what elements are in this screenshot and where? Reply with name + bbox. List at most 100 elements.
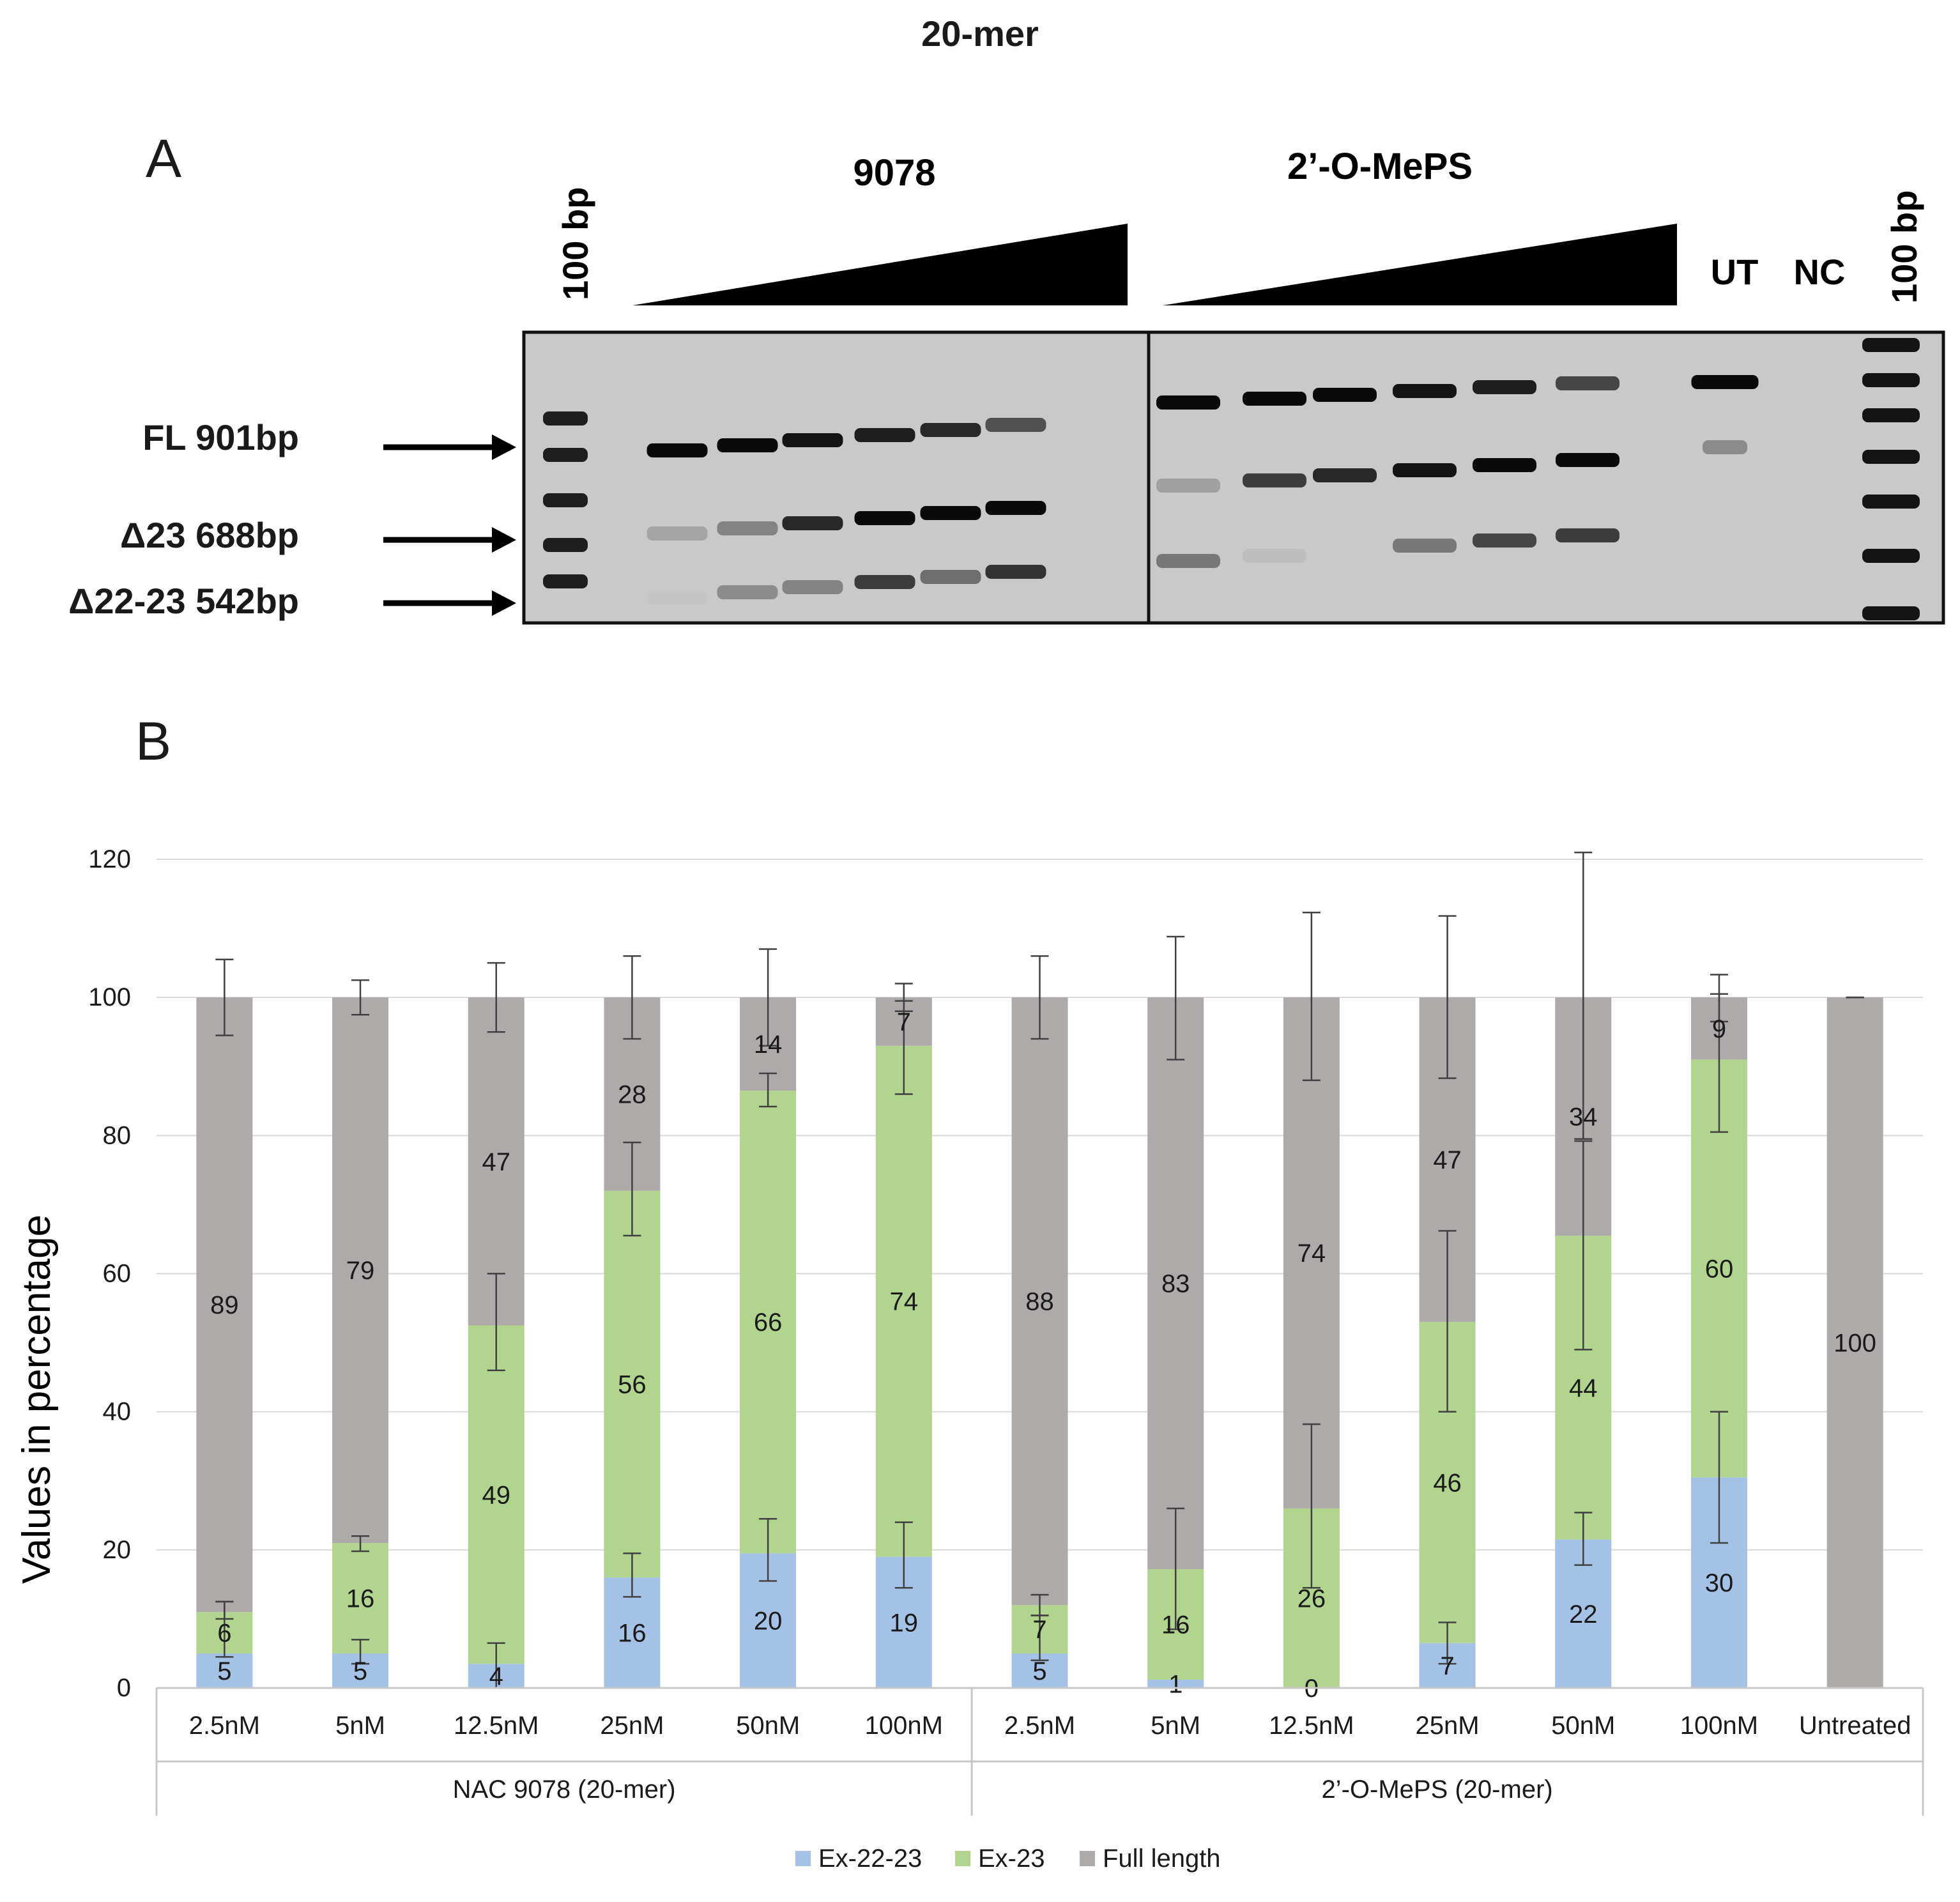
ladder-band	[543, 493, 588, 507]
gel-band	[1473, 380, 1536, 394]
gel-band	[1393, 384, 1457, 398]
value-label-ex-23: 56	[618, 1370, 647, 1399]
group-label: NAC 9078 (20-mer)	[453, 1775, 676, 1804]
value-label-full-length: 89	[210, 1291, 239, 1319]
x-tick-label: 100nM	[865, 1712, 943, 1740]
gel-band	[1156, 554, 1220, 568]
group-label-2omeps: 2’-O-MePS	[1287, 146, 1473, 187]
gel-band	[1393, 463, 1457, 477]
gel-band	[647, 526, 708, 541]
lane-label-nc: NC	[1794, 252, 1846, 292]
gel-band	[854, 511, 915, 525]
value-label-ex-23: 16	[346, 1584, 375, 1613]
value-label-full-length: 14	[754, 1031, 783, 1059]
gel-band	[1156, 479, 1220, 493]
legend-label: Full length	[1103, 1844, 1221, 1873]
bar-segment-full-length	[1283, 997, 1340, 1508]
value-label-ex-23: 66	[754, 1308, 783, 1337]
panel-b-label: B	[135, 711, 172, 771]
y-axis-label: Values in percentage	[15, 1215, 59, 1584]
value-label-ex-23: 7	[1032, 1616, 1046, 1644]
bar-segment-ex-23	[468, 1325, 524, 1664]
gel-band	[920, 423, 981, 437]
bar-segment-ex-23	[604, 1190, 661, 1578]
error-bar-full-length	[623, 955, 641, 1040]
gel-bands	[543, 338, 1920, 620]
gel-band	[782, 580, 843, 594]
y-tick-label: 0	[117, 1674, 131, 1702]
gel-band	[647, 590, 708, 604]
gel-band	[1691, 375, 1759, 389]
value-label-ex-22-23: 7	[1440, 1652, 1454, 1680]
gel-band	[1703, 440, 1747, 454]
value-label-ex-23: 49	[482, 1481, 510, 1509]
figure-title: 20-mer	[921, 13, 1039, 54]
error-bar-full-length	[487, 962, 505, 1033]
ladder-band	[1862, 606, 1920, 620]
bar-segment-ex-22-23	[196, 1653, 253, 1688]
error-bar-ex-22-23	[623, 1552, 641, 1598]
value-label-ex-23: 16	[1161, 1611, 1190, 1639]
concentration-wedge-2omeps	[1163, 224, 1677, 305]
value-label-ex-22-23: 20	[754, 1607, 783, 1636]
value-label-ex-23: 60	[1705, 1255, 1734, 1283]
legend-swatch	[1080, 1851, 1095, 1866]
legend-item-ex-23: Ex-23	[955, 1844, 1045, 1873]
gel-band	[1556, 376, 1619, 390]
lane-label-ut: UT	[1711, 252, 1759, 292]
x-tick-label: 50nM	[736, 1712, 800, 1740]
ladder-band	[543, 448, 588, 462]
gel-band	[717, 438, 778, 452]
error-bar-ex-23	[351, 1535, 370, 1553]
error-bar-ex-23	[215, 1600, 234, 1620]
gel-band	[1473, 533, 1536, 548]
ladder-band	[1862, 549, 1920, 563]
value-label-ex-22-23: 22	[1569, 1600, 1598, 1629]
band-label-d2223: Δ22-23 542bp	[68, 581, 299, 621]
legend-swatch	[795, 1851, 811, 1866]
value-label-full-length: 74	[1298, 1239, 1326, 1268]
legend-swatch	[955, 1851, 970, 1866]
error-bar-ex-23	[1574, 1140, 1593, 1351]
band-label-d23: Δ23 688bp	[120, 515, 299, 555]
gel-band	[782, 516, 843, 530]
group-label-9078: 9078	[853, 152, 935, 194]
x-tick-label: Untreated	[1799, 1712, 1911, 1740]
x-tick-label: 5nM	[335, 1712, 385, 1740]
gel-band	[854, 575, 915, 589]
legend-label: Ex-22-23	[818, 1844, 922, 1873]
x-tick-label: 50nM	[1551, 1712, 1615, 1740]
gel-band	[1313, 388, 1377, 402]
error-bar-ex-22-23	[1438, 1622, 1457, 1665]
gel-band	[1556, 453, 1619, 467]
gel-band	[717, 521, 778, 535]
ladder-label-left: 100 bp	[555, 187, 595, 300]
ladder-band	[1862, 450, 1920, 464]
error-bar-ex-22-23	[1574, 1512, 1593, 1566]
error-bar-ex-23	[1030, 1593, 1049, 1616]
value-label-ex-22-23: 5	[1032, 1657, 1046, 1685]
gel-band	[920, 570, 981, 584]
value-label-ex-23: 26	[1298, 1584, 1326, 1613]
y-tick-label: 120	[88, 845, 131, 873]
value-label-full-length: 100	[1834, 1330, 1876, 1358]
ladder-band	[1862, 408, 1920, 422]
gel-band	[1313, 468, 1377, 482]
value-label-full-length: 9	[1712, 1015, 1726, 1043]
ladder-band	[543, 538, 588, 552]
gel-band	[1473, 458, 1536, 472]
bar-segment-full-length	[332, 997, 389, 1544]
gel-band	[1243, 392, 1306, 406]
x-tick-label: 2.5nM	[189, 1712, 260, 1740]
ladder-band	[1862, 495, 1920, 509]
value-label-ex-22-23: 4	[489, 1662, 503, 1691]
gel-band	[1313, 544, 1377, 558]
bar-segment-full-length	[1147, 997, 1204, 1570]
error-bar-full-length	[894, 983, 913, 1013]
bar-segment-full-length	[196, 997, 253, 1613]
error-bar-ex-22-23	[1710, 1411, 1728, 1544]
error-bar-ex-22-23	[759, 1517, 777, 1582]
error-bar-full-length	[1030, 955, 1049, 1040]
error-bar-full-length	[1710, 974, 1728, 1023]
x-tick-label: 2.5nM	[1004, 1712, 1075, 1740]
